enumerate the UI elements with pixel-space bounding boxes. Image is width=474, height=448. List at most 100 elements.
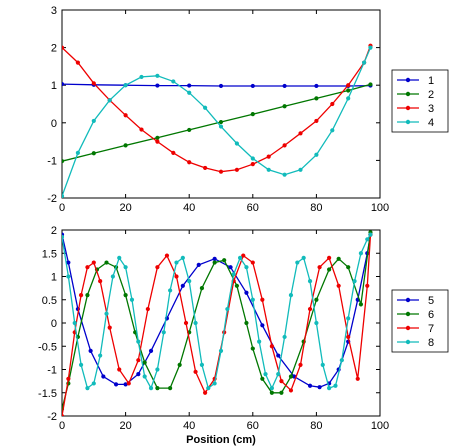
data-point-series-8 xyxy=(327,386,332,391)
x-tick-label: 20 xyxy=(119,420,131,432)
legend-label-1: 1 xyxy=(428,75,434,87)
data-point-series-6 xyxy=(155,386,160,391)
data-point-series-7 xyxy=(164,253,170,258)
y-tick-label: -1 xyxy=(47,365,57,377)
data-point-series-4 xyxy=(107,98,112,103)
data-point-series-6 xyxy=(260,376,265,381)
data-point-series-8 xyxy=(85,386,90,391)
data-point-series-6 xyxy=(244,320,249,326)
data-point-series-7 xyxy=(126,381,131,386)
data-point-series-7 xyxy=(174,274,179,279)
legend-marker-6 xyxy=(405,311,411,317)
data-point-series-3 xyxy=(75,60,80,65)
data-point-series-1 xyxy=(187,83,192,88)
data-point-series-1 xyxy=(314,83,319,89)
y-tick-label: -2 xyxy=(47,193,57,205)
legend-label-6: 6 xyxy=(428,309,434,321)
data-point-series-8 xyxy=(244,265,249,270)
data-point-series-8 xyxy=(129,297,135,302)
data-point-series-8 xyxy=(62,234,65,240)
data-point-series-5 xyxy=(307,383,313,388)
legend-marker-2 xyxy=(405,91,411,97)
data-point-series-2 xyxy=(123,143,128,148)
data-point-series-4 xyxy=(155,73,160,78)
data-point-series-4 xyxy=(298,167,303,172)
data-point-series-7 xyxy=(203,390,208,395)
data-point-series-3 xyxy=(330,101,335,107)
data-point-series-7 xyxy=(107,325,112,330)
data-point-series-8 xyxy=(257,339,262,344)
data-point-series-8 xyxy=(136,339,141,344)
legend-marker-1 xyxy=(405,77,411,83)
data-point-series-7 xyxy=(183,320,189,326)
y-tick-label: 0 xyxy=(51,318,57,330)
data-point-series-5 xyxy=(88,348,93,353)
data-point-series-7 xyxy=(85,265,90,270)
y-tick-label: 1.5 xyxy=(42,248,57,260)
data-point-series-4 xyxy=(139,74,144,80)
data-point-series-8 xyxy=(320,362,325,367)
data-point-series-1 xyxy=(155,83,160,88)
data-point-series-8 xyxy=(333,383,338,388)
data-point-series-3 xyxy=(187,160,192,165)
data-point-series-2 xyxy=(187,127,192,133)
data-point-series-5 xyxy=(101,374,106,379)
series-line-8 xyxy=(62,234,372,390)
data-point-series-1 xyxy=(218,83,224,89)
data-point-series-6 xyxy=(234,283,239,288)
data-point-series-4 xyxy=(346,96,351,101)
data-point-series-4 xyxy=(203,105,208,110)
x-tick-label: 0 xyxy=(59,420,65,432)
data-point-series-4 xyxy=(123,83,128,88)
data-point-series-7 xyxy=(346,334,351,340)
data-point-series-2 xyxy=(314,96,319,101)
series-4 xyxy=(62,45,373,198)
data-point-series-3 xyxy=(139,127,144,132)
data-point-series-5 xyxy=(228,265,233,270)
data-point-series-7 xyxy=(269,344,274,349)
data-point-series-6 xyxy=(222,258,227,263)
legend-label-7: 7 xyxy=(428,323,434,335)
data-point-series-6 xyxy=(85,293,90,298)
data-point-series-4 xyxy=(171,79,176,84)
data-point-series-8 xyxy=(314,320,319,326)
data-point-series-8 xyxy=(346,316,351,321)
data-point-series-6 xyxy=(142,360,147,365)
data-point-series-7 xyxy=(279,379,284,384)
data-point-series-5 xyxy=(276,353,281,358)
data-point-series-6 xyxy=(346,265,351,270)
data-point-series-8 xyxy=(225,306,230,312)
legend-box xyxy=(391,69,449,133)
data-point-series-8 xyxy=(231,272,236,277)
legend-label-8: 8 xyxy=(428,337,434,349)
data-point-series-7 xyxy=(336,283,341,288)
series-line-7 xyxy=(62,234,372,416)
y-tick-label: 1 xyxy=(51,80,57,92)
data-point-series-7 xyxy=(260,297,265,302)
data-point-series-2 xyxy=(91,151,96,156)
data-point-series-5 xyxy=(136,372,141,377)
legend-marker-3 xyxy=(405,105,411,111)
y-tick-label: 2 xyxy=(51,43,57,55)
data-point-series-7 xyxy=(155,265,160,270)
data-point-series-8 xyxy=(72,320,77,326)
data-point-series-4 xyxy=(218,124,224,129)
data-point-series-8 xyxy=(148,386,154,391)
data-point-series-2 xyxy=(155,135,160,140)
data-point-series-2 xyxy=(218,119,224,125)
data-point-series-4 xyxy=(250,156,255,161)
x-tick-label: 100 xyxy=(371,202,389,214)
legend-label-3: 3 xyxy=(428,103,434,115)
data-point-series-6 xyxy=(250,346,255,351)
data-point-series-5 xyxy=(113,382,119,387)
legend-label-2: 2 xyxy=(428,89,434,101)
data-point-series-8 xyxy=(66,274,71,279)
data-point-series-6 xyxy=(123,293,128,298)
legend-label-4: 4 xyxy=(428,117,434,129)
data-point-series-5 xyxy=(260,323,265,328)
data-point-series-4 xyxy=(75,150,80,155)
data-point-series-7 xyxy=(327,255,332,260)
data-point-series-6 xyxy=(314,297,319,302)
y-tick-label: 1 xyxy=(51,272,57,284)
data-point-series-4 xyxy=(330,128,335,133)
